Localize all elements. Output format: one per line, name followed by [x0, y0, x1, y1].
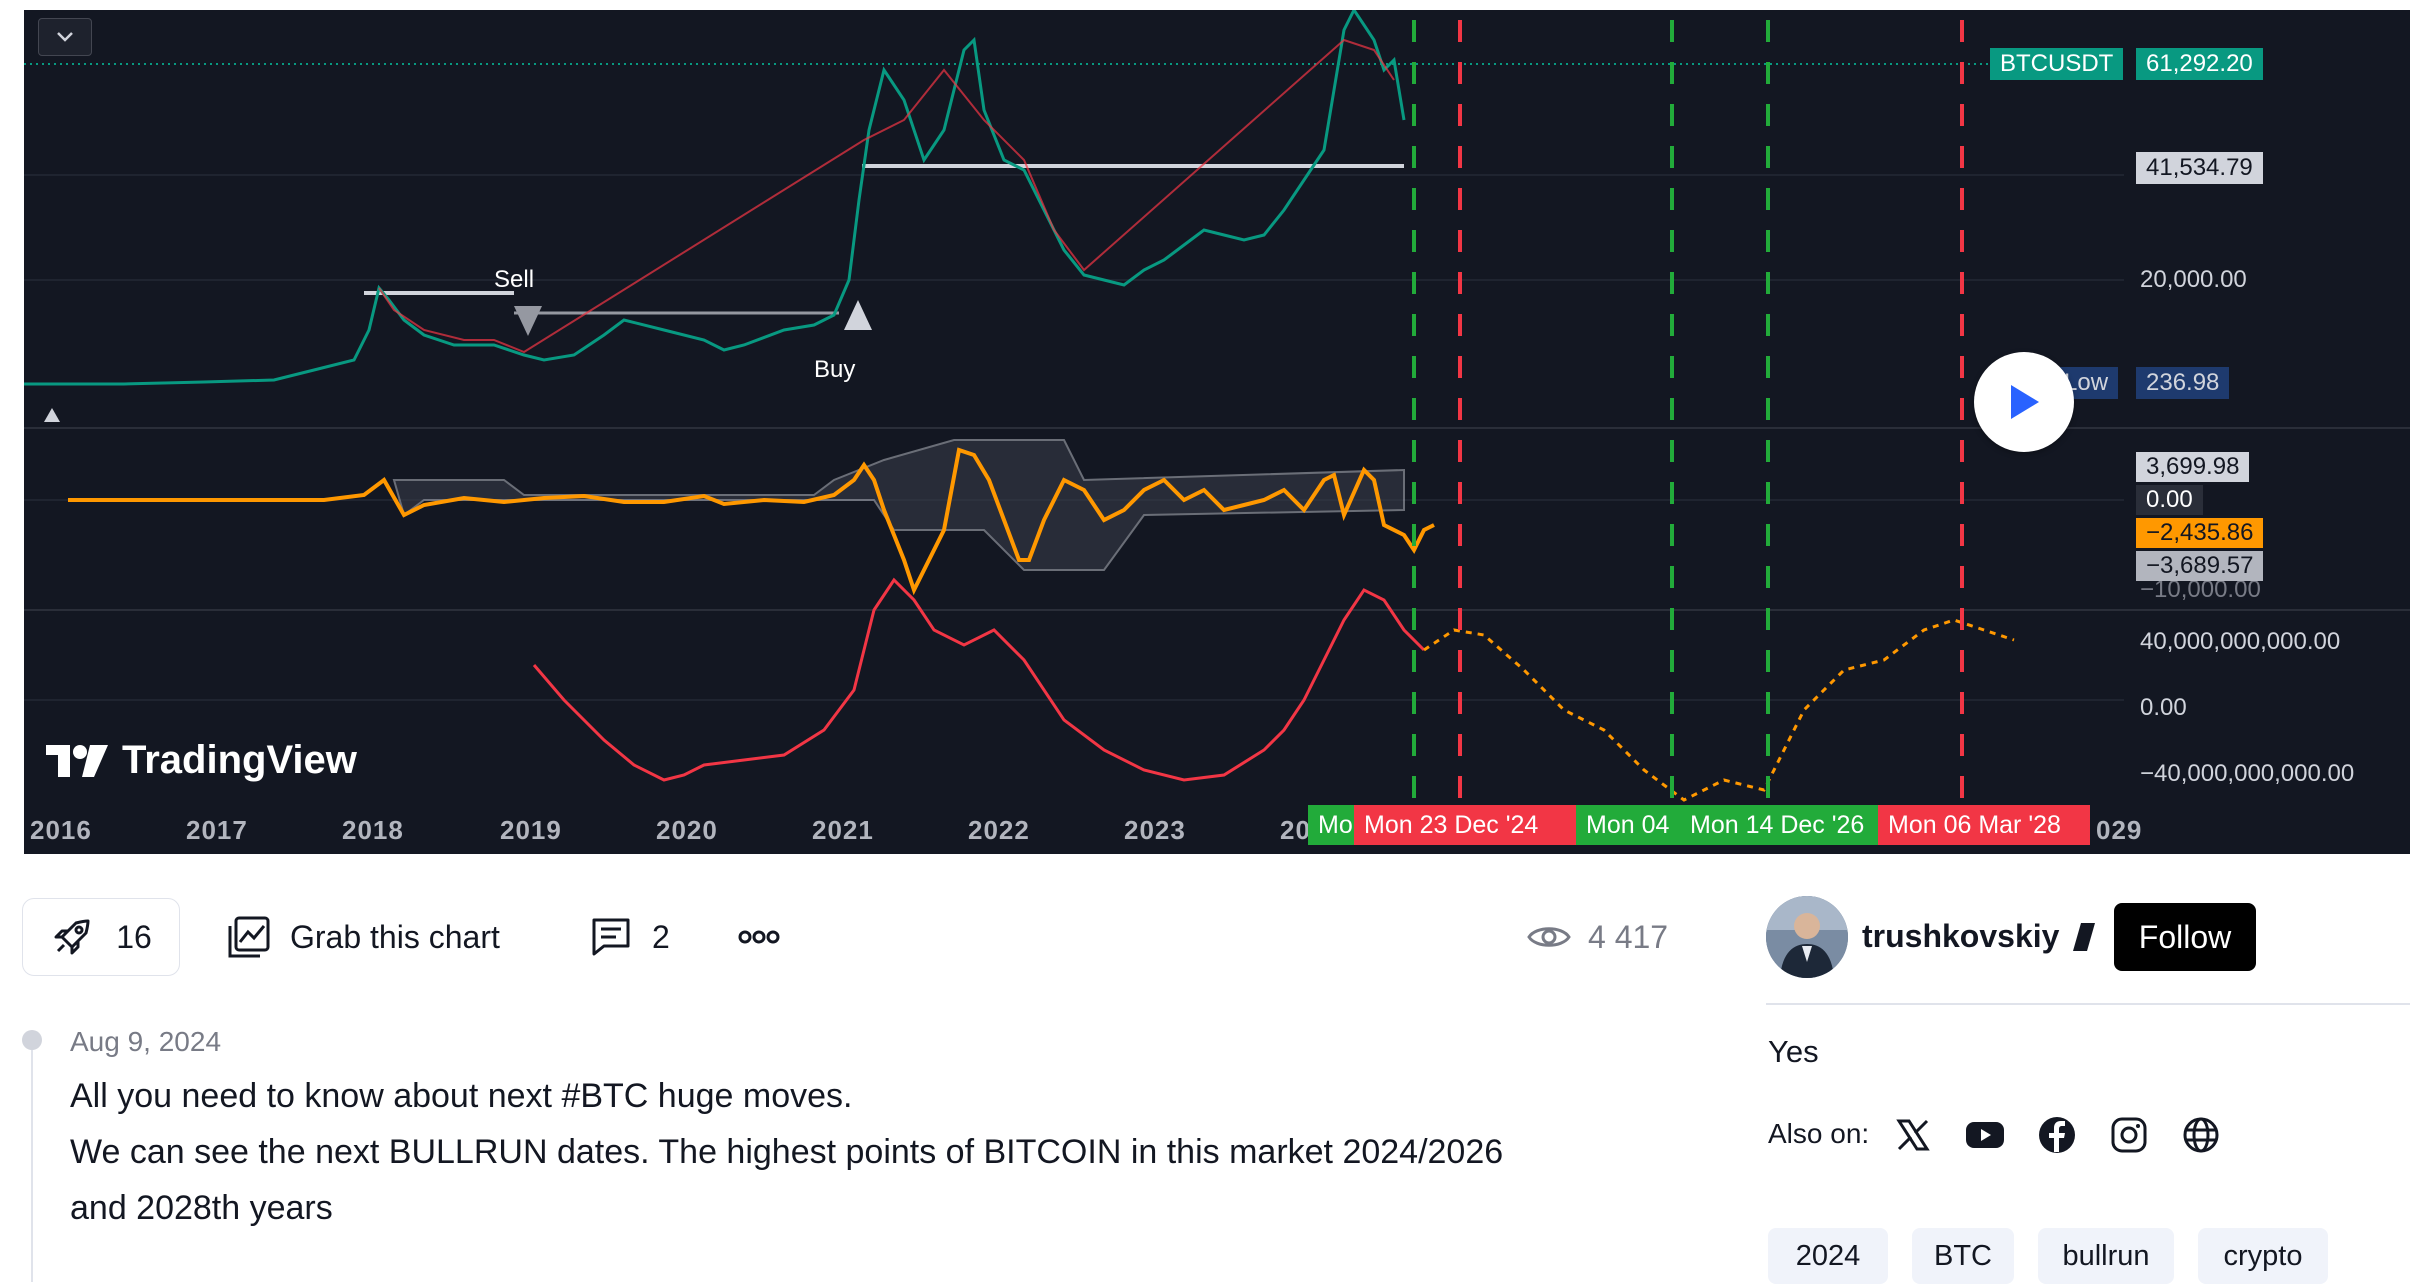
chart-plot [24, 10, 2410, 802]
more-icon [738, 930, 780, 944]
website-link[interactable] [2180, 1114, 2222, 1156]
year-label: 2021 [812, 815, 874, 845]
avatar[interactable] [1766, 896, 1848, 978]
post-description: All you need to know about next #BTC hug… [70, 1068, 1630, 1236]
year-label: 2019 [500, 815, 562, 845]
sell-signal-icon [514, 306, 542, 336]
comments-button[interactable]: 2 [588, 910, 670, 964]
author-divider [1766, 1003, 2410, 1005]
price-series [24, 10, 1406, 386]
year-label: 2022 [968, 815, 1030, 845]
views-count: 4 417 [1588, 918, 1669, 955]
year-label: 2017 [186, 815, 248, 845]
tag-crypto[interactable]: crypto [2198, 1228, 2328, 1284]
x-link[interactable] [1892, 1114, 1934, 1156]
cycle-curve [532, 577, 1426, 782]
views-counter: 4 417 [1526, 910, 1668, 964]
play-button[interactable] [1974, 352, 2074, 452]
author-name: trushkovskiy [1862, 918, 2060, 954]
tradingview-logo: TradingView [46, 738, 357, 783]
chevron-down-icon [57, 32, 73, 42]
date-tag-green-3: Mon 14 Dec '26 [1680, 805, 1878, 845]
grab-chart-label: Grab this chart [290, 918, 500, 955]
comment-icon [592, 918, 630, 956]
level-price-tag: 41,534.79 [2136, 152, 2263, 184]
price-series-red [378, 38, 1395, 354]
oscillator-lower-tag: −3,689.57 [2136, 551, 2264, 581]
year-label: 2016 [30, 815, 92, 845]
author-bio: Yes [1768, 1034, 1819, 1069]
instagram-icon [2111, 1117, 2147, 1153]
price-axis-label: 20,000.00 [2140, 266, 2247, 293]
youtube-icon [1966, 1122, 2004, 1148]
description-line: We can see the next BULLRUN dates. The h… [70, 1133, 1504, 1171]
avatar-image [1766, 896, 1848, 978]
youtube-link[interactable] [1964, 1114, 2006, 1156]
facebook-icon [2039, 1117, 2075, 1153]
tag-bullrun[interactable]: bullrun [2038, 1228, 2174, 1284]
oscillator-band [392, 439, 1405, 571]
buy-label: Buy [814, 356, 856, 383]
volume-axis-zero: 0.00 [2140, 694, 2187, 721]
year-label: 2023 [1124, 815, 1186, 845]
description-line: All you need to know about next #BTC hug… [70, 1077, 853, 1115]
symbol-tag: BTCUSDT [1990, 48, 2124, 80]
oscillator-value-tag: −2,435.86 [2136, 518, 2264, 548]
instagram-link[interactable] [2108, 1114, 2150, 1156]
cycle-forecast [1423, 618, 2015, 802]
volume-axis-top: 40,000,000,000.00 [2140, 628, 2341, 655]
tag-btc[interactable]: BTC [1912, 1228, 2014, 1284]
date-tag-red-1: Mon 23 Dec '24 [1354, 805, 1576, 845]
also-on-label: Also on: [1768, 1118, 1870, 1149]
facebook-link[interactable] [2036, 1114, 2078, 1156]
tradingview-wordmark: TradingView [122, 738, 357, 782]
buy-signal-icon [844, 300, 872, 330]
play-icon [2011, 385, 2039, 419]
website-icon [2183, 1117, 2219, 1153]
comments-count: 2 [652, 918, 670, 955]
rocket-icon [54, 919, 90, 955]
eye-icon [1527, 927, 1571, 947]
boost-button[interactable]: 16 [22, 898, 180, 976]
description-line: and 2028th years [70, 1189, 333, 1227]
grab-chart-button[interactable]: Grab this chart [226, 910, 500, 964]
low-price-tag: 236.98 [2136, 367, 2230, 399]
tag-2024[interactable]: 2024 [1768, 1228, 1888, 1284]
volume-axis-bottom: −40,000,000,000.00 [2140, 760, 2355, 787]
year-label: 029 [2096, 815, 2143, 845]
collapse-button[interactable] [38, 18, 92, 56]
start-marker-icon [44, 408, 60, 422]
publish-date: Aug 9, 2024 [70, 1026, 222, 1057]
oscillator-upper-tag: 3,699.98 [2136, 452, 2250, 482]
timeline-dot [22, 1030, 42, 1050]
date-tag-green-2: Mon 04 [1576, 805, 1680, 845]
chart-icon [228, 916, 270, 958]
verified-badge-icon [2073, 922, 2096, 951]
oscillator-zero-tag: 0.00 [2136, 485, 2203, 515]
author-name-link[interactable]: trushkovskiy [1862, 918, 2097, 955]
date-tag-red-2: Mon 06 Mar '28 [1878, 805, 2090, 845]
year-label: 2018 [342, 815, 404, 845]
year-label: 2020 [656, 815, 718, 845]
year-label: 20 [1280, 815, 1311, 845]
chart-canvas[interactable]: Sell Buy BTCUSDT 61,292.20 41,534.79 20,… [24, 10, 2410, 854]
tradingview-icon [46, 744, 108, 777]
more-button[interactable] [734, 912, 784, 962]
boost-count: 16 [116, 918, 152, 955]
sell-label: Sell [494, 266, 535, 293]
timeline-line [31, 1050, 33, 1282]
oscillator-line [68, 447, 1435, 596]
follow-button[interactable]: Follow [2114, 903, 2256, 971]
x-icon [1896, 1119, 1930, 1151]
date-tag-green-1: Mo [1308, 805, 1354, 845]
last-price-tag: 61,292.20 [2136, 48, 2263, 80]
